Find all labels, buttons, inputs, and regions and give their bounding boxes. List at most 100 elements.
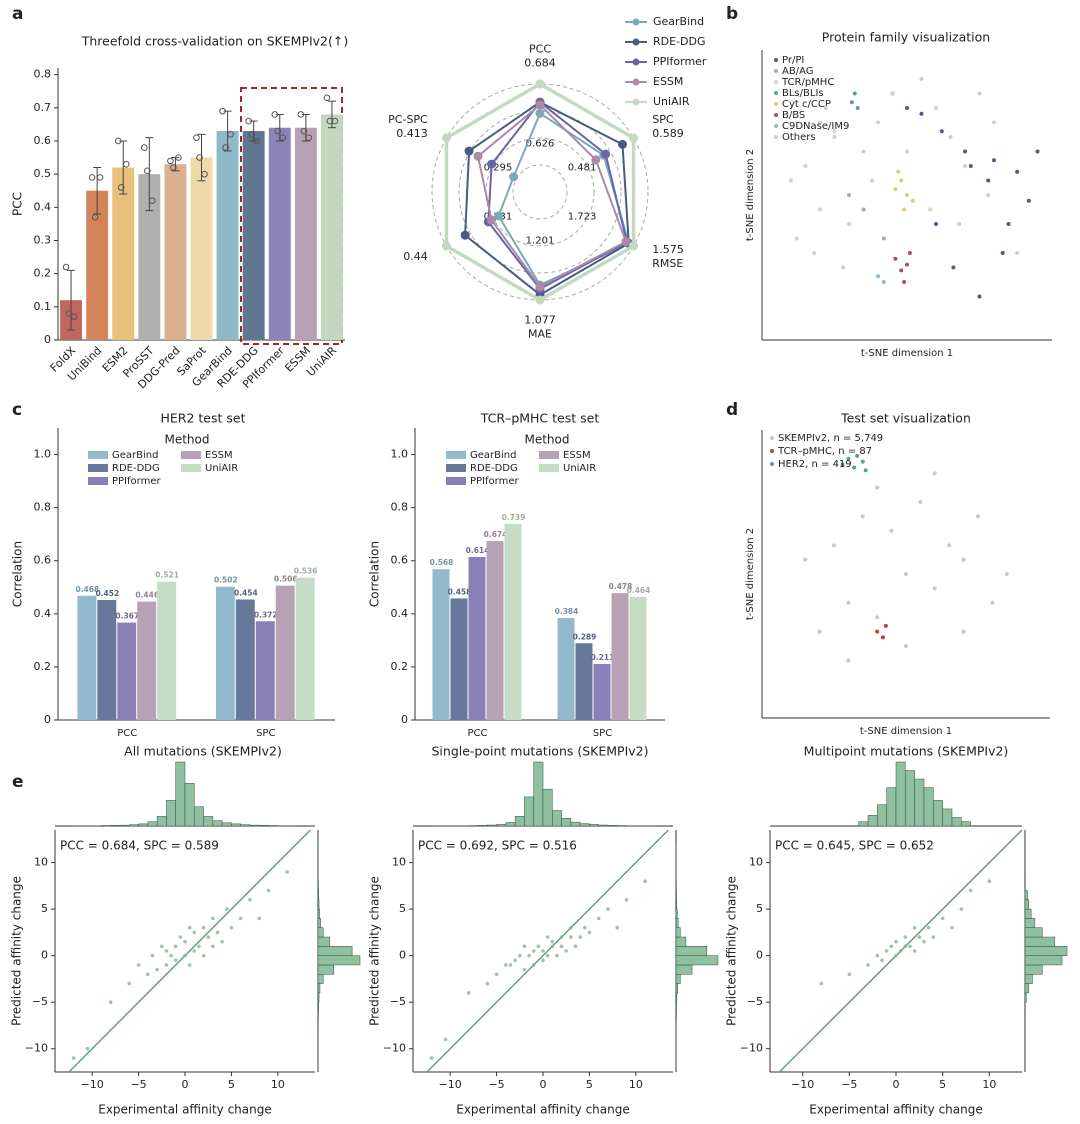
legend-label: TCR/pMHC <box>781 77 834 88</box>
data-point <box>331 117 339 125</box>
data-point <box>957 222 962 226</box>
data-point <box>201 925 206 930</box>
histogram-bar <box>675 908 678 919</box>
histogram-bar <box>675 918 679 928</box>
radar-outer-label: 0.684 <box>524 56 556 69</box>
data-point <box>932 586 937 591</box>
data-point <box>847 222 851 226</box>
data-point <box>855 106 860 110</box>
x-tick-label: UniAIR <box>304 344 339 379</box>
x-axis-label: Experimental affinity change <box>456 1103 630 1117</box>
legend-marker <box>632 78 640 86</box>
data-point <box>582 925 587 930</box>
histogram-bar <box>147 821 158 827</box>
data-point <box>855 453 860 458</box>
data-point <box>919 77 924 81</box>
radar-point <box>535 100 545 110</box>
panel-label: e <box>12 772 24 792</box>
data-point <box>164 963 169 967</box>
y-tick-label: 10 <box>749 856 763 869</box>
value-label: 0.502 <box>214 576 238 585</box>
legend-swatch <box>88 477 108 485</box>
histogram-bar <box>1024 983 1029 994</box>
y-tick-label: 1.0 <box>34 448 52 461</box>
data-point <box>96 174 104 181</box>
data-point <box>889 528 894 533</box>
annotation: PCC = 0.684, SPC = 0.589 <box>60 839 219 853</box>
data-point <box>866 963 870 967</box>
data-point <box>987 879 992 883</box>
data-point <box>893 187 898 192</box>
legend-marker <box>770 436 774 440</box>
data-point <box>114 137 122 145</box>
histogram-bar <box>231 823 241 827</box>
histogram-bar <box>1024 964 1043 975</box>
data-point <box>912 949 917 953</box>
histogram-bar <box>524 796 534 827</box>
histogram-bar <box>933 800 943 827</box>
histogram-bar <box>317 936 331 947</box>
data-point <box>215 930 220 935</box>
x-axis-label: Experimental affinity change <box>809 1103 983 1117</box>
data-point <box>257 916 262 921</box>
x-axis-label: Experimental affinity change <box>98 1103 272 1117</box>
data-point <box>847 193 851 197</box>
legend-label: UniAIR <box>205 463 238 474</box>
y-tick-label: 0 <box>401 713 408 726</box>
data-point <box>527 953 531 958</box>
histogram-bar <box>552 810 562 827</box>
bar <box>575 643 593 720</box>
data-point <box>300 127 308 135</box>
data-point <box>963 164 967 168</box>
histogram-bar <box>867 815 878 827</box>
x-tick-label: 10 <box>271 1078 285 1091</box>
data-point <box>852 91 857 96</box>
data-point <box>127 981 132 986</box>
y-tick-label: −10 <box>740 1042 763 1055</box>
bar <box>611 593 629 720</box>
data-point <box>485 981 490 986</box>
data-point <box>812 251 817 255</box>
chart-title: Protein family visualization <box>822 30 990 45</box>
data-point <box>883 623 888 628</box>
radar-inner-label: 1.201 <box>526 236 555 247</box>
data-point <box>977 91 982 96</box>
annotation: PCC = 0.645, SPC = 0.652 <box>775 839 934 853</box>
data-point <box>819 981 824 986</box>
radar-series <box>476 103 628 289</box>
radar-point <box>441 241 451 251</box>
data-point <box>902 207 907 212</box>
data-point <box>91 213 99 221</box>
legend-label: Cyt c/CCP <box>782 99 831 110</box>
data-point <box>860 459 865 464</box>
y-tick-label: 10 <box>34 856 48 869</box>
data-point <box>863 468 868 473</box>
y-axis-label: Correlation <box>11 541 25 607</box>
data-point <box>136 963 141 967</box>
data-point <box>898 949 903 953</box>
data-point <box>587 930 592 935</box>
legend-marker <box>774 69 778 73</box>
data-point <box>164 949 169 953</box>
data-point <box>818 207 822 212</box>
data-point <box>832 129 837 134</box>
legend-marker <box>774 113 778 117</box>
data-point <box>175 154 182 161</box>
data-point <box>947 543 952 548</box>
histogram-bar <box>942 808 953 827</box>
y-tick-label: 0.6 <box>391 554 409 567</box>
data-point <box>852 465 857 470</box>
legend-label: RDE-DDG <box>653 35 706 48</box>
data-point <box>545 953 550 958</box>
data-point <box>849 100 854 105</box>
data-point <box>904 644 908 648</box>
radar-outer-label: 0.44 <box>403 250 428 263</box>
data-point <box>940 916 945 921</box>
data-point <box>170 164 177 171</box>
y-tick-label: 0 <box>399 949 406 962</box>
radar-point <box>494 211 504 221</box>
data-point <box>245 117 252 125</box>
y-tick-label: 0 <box>756 949 763 962</box>
x-tick-label: 5 <box>586 1078 593 1091</box>
data-point <box>531 963 536 967</box>
